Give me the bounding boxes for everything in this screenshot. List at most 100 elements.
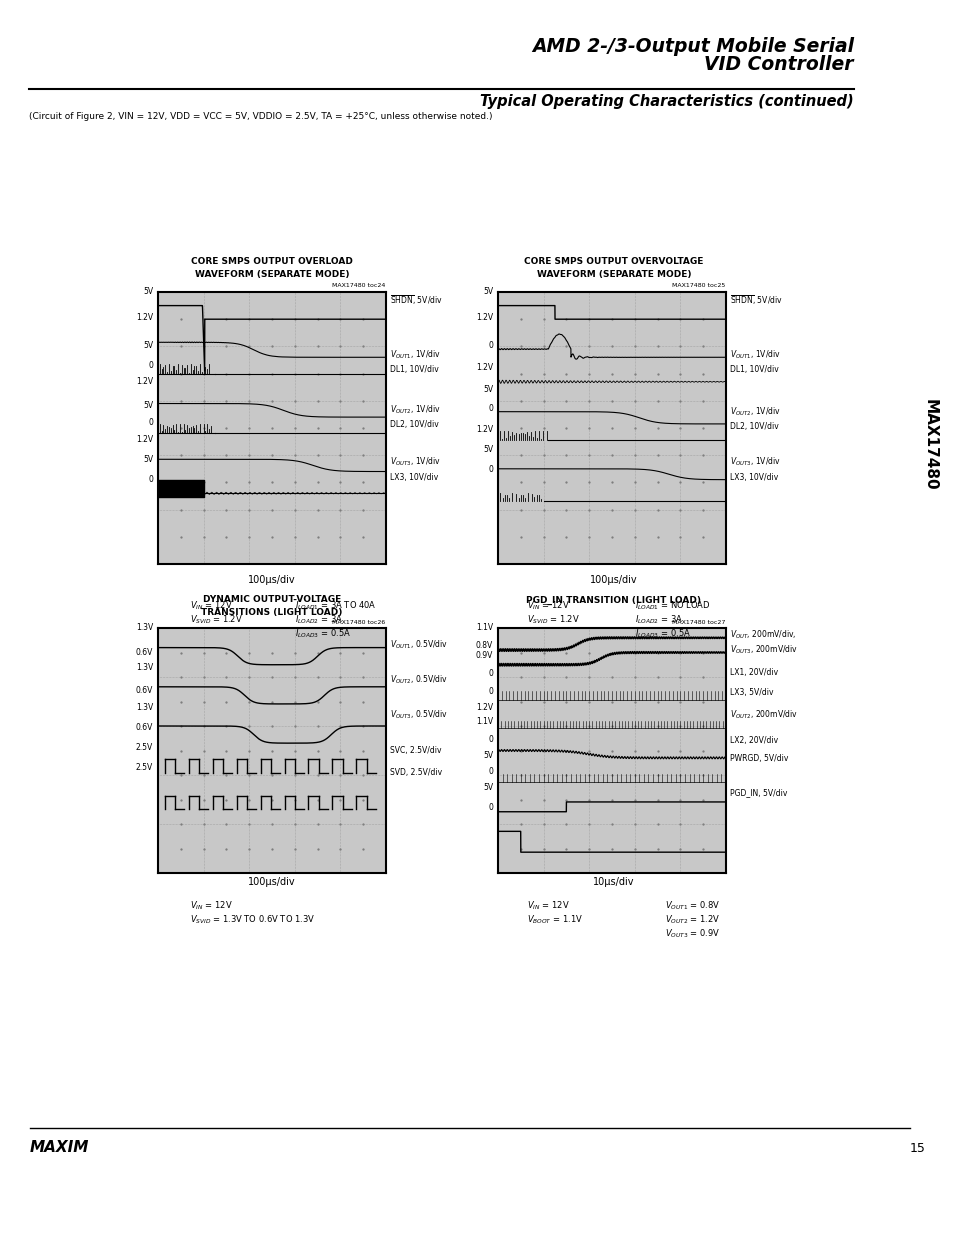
Text: 1.2V: 1.2V — [135, 314, 152, 322]
Text: $V_{OUT1}$ = 0.8V: $V_{OUT1}$ = 0.8V — [664, 900, 720, 913]
Text: SVD, 2.5V/div: SVD, 2.5V/div — [390, 767, 441, 777]
Text: 0.9V: 0.9V — [476, 651, 493, 659]
Text: 0: 0 — [488, 688, 493, 697]
Text: 0.6V: 0.6V — [135, 685, 152, 694]
Text: LX3, 10V/div: LX3, 10V/div — [729, 473, 778, 483]
Text: 1.3V: 1.3V — [135, 663, 152, 673]
Text: $I_{LOAD1}$ = 3A TO 40A: $I_{LOAD1}$ = 3A TO 40A — [294, 600, 376, 613]
Text: $V_{OUT2}$, 1V/div: $V_{OUT2}$, 1V/div — [729, 406, 781, 419]
Text: 1.2V: 1.2V — [135, 436, 152, 445]
Text: $V_{IN}$ = 12V: $V_{IN}$ = 12V — [190, 900, 233, 913]
Text: 1.2V: 1.2V — [135, 378, 152, 387]
Text: $V_{IN}$ = 12V: $V_{IN}$ = 12V — [190, 600, 233, 613]
Text: $V_{OUT2}$, 200mV/div: $V_{OUT2}$, 200mV/div — [729, 709, 798, 721]
Text: 0: 0 — [148, 417, 152, 426]
Text: $I_{LOAD2}$ = 3A: $I_{LOAD2}$ = 3A — [635, 614, 682, 626]
Text: 0: 0 — [488, 404, 493, 412]
Text: 1.1V: 1.1V — [476, 718, 493, 726]
Text: $V_{SVID}$ = 1.2V: $V_{SVID}$ = 1.2V — [190, 614, 242, 626]
Text: 5V: 5V — [143, 341, 152, 350]
Text: MAX17480 toc26: MAX17480 toc26 — [332, 620, 385, 625]
Text: 0.6V: 0.6V — [135, 724, 152, 732]
Text: LX2, 20V/div: LX2, 20V/div — [729, 736, 778, 745]
Text: 100μs/div: 100μs/div — [590, 576, 638, 585]
Text: 0: 0 — [488, 668, 493, 678]
Text: MAXIM: MAXIM — [30, 1140, 90, 1156]
Text: $V_{SVID}$ = 1.3V TO 0.6V TO 1.3V: $V_{SVID}$ = 1.3V TO 0.6V TO 1.3V — [190, 914, 314, 926]
Text: 1.3V: 1.3V — [135, 624, 152, 632]
Text: $V_{OUT3}$, 1V/div: $V_{OUT3}$, 1V/div — [390, 456, 440, 468]
Text: WAVEFORM (SEPARATE MODE): WAVEFORM (SEPARATE MODE) — [537, 270, 691, 279]
Text: CORE SMPS OUTPUT OVERLOAD: CORE SMPS OUTPUT OVERLOAD — [191, 258, 353, 267]
Text: DYNAMIC OUTPUT-VOLTAGE: DYNAMIC OUTPUT-VOLTAGE — [203, 595, 341, 604]
Text: 1.2V: 1.2V — [476, 704, 493, 713]
Text: $V_{OUT1}$, 1V/div: $V_{OUT1}$, 1V/div — [729, 348, 781, 362]
Text: PWRGD, 5V/div: PWRGD, 5V/div — [729, 753, 787, 762]
Text: 0: 0 — [488, 804, 493, 813]
Text: DL1, 10V/div: DL1, 10V/div — [390, 366, 438, 374]
Text: 0.6V: 0.6V — [135, 647, 152, 657]
Text: CORE SMPS OUTPUT OVERVOLTAGE: CORE SMPS OUTPUT OVERVOLTAGE — [524, 258, 703, 267]
Text: MAX17480: MAX17480 — [922, 399, 937, 490]
Text: 15: 15 — [909, 1141, 925, 1155]
Text: $V_{OUT3}$, 200mV/div: $V_{OUT3}$, 200mV/div — [729, 643, 798, 656]
Text: $\overline{\rm SHDN}$, 5V/div: $\overline{\rm SHDN}$, 5V/div — [390, 293, 442, 308]
Text: 5V: 5V — [482, 751, 493, 760]
Text: $I_{LOAD1}$ = NO LOAD: $I_{LOAD1}$ = NO LOAD — [635, 600, 710, 613]
Text: $V_{OUT2}$, 1V/div: $V_{OUT2}$, 1V/div — [390, 404, 440, 416]
Text: $V_{OUT3}$ = 0.9V: $V_{OUT3}$ = 0.9V — [664, 927, 720, 940]
Text: 100μs/div: 100μs/div — [248, 576, 295, 585]
Text: 0: 0 — [148, 475, 152, 484]
Text: $V_{BOOT}$ = 1.1V: $V_{BOOT}$ = 1.1V — [526, 914, 582, 926]
Text: $V_{IN}$ = 12V: $V_{IN}$ = 12V — [526, 600, 569, 613]
Text: 5V: 5V — [143, 456, 152, 464]
Text: 5V: 5V — [482, 288, 493, 296]
Text: 1.2V: 1.2V — [476, 363, 493, 373]
Text: 5V: 5V — [482, 783, 493, 792]
Text: 1.1V: 1.1V — [476, 624, 493, 632]
Text: AMD 2-/3-Output Mobile Serial: AMD 2-/3-Output Mobile Serial — [531, 37, 853, 57]
Text: 100μs/div: 100μs/div — [248, 877, 295, 887]
Text: $V_{OUT2}$ = 1.2V: $V_{OUT2}$ = 1.2V — [664, 914, 720, 926]
Text: $V_{OUT1}$, 1V/div: $V_{OUT1}$, 1V/div — [390, 348, 440, 362]
Text: DL2, 10V/div: DL2, 10V/div — [729, 422, 778, 431]
Text: $V_{OUT3}$, 0.5V/div: $V_{OUT3}$, 0.5V/div — [390, 709, 448, 721]
Text: $I_{LOAD3}$ = 0.5A: $I_{LOAD3}$ = 0.5A — [635, 627, 690, 640]
Text: 5V: 5V — [143, 400, 152, 410]
Text: $V_{OUT1}$, 0.5V/div: $V_{OUT1}$, 0.5V/div — [390, 638, 448, 651]
Text: TRANSITIONS (LIGHT LOAD): TRANSITIONS (LIGHT LOAD) — [201, 609, 342, 618]
Text: 5V: 5V — [482, 385, 493, 394]
Text: $I_{LOAD2}$ = 3A: $I_{LOAD2}$ = 3A — [294, 614, 343, 626]
Text: 0: 0 — [488, 466, 493, 474]
Text: 1.2V: 1.2V — [476, 426, 493, 435]
Text: SVC, 2.5V/div: SVC, 2.5V/div — [390, 746, 441, 755]
Text: 5V: 5V — [482, 446, 493, 454]
Text: 0: 0 — [148, 361, 152, 369]
Text: 2.5V: 2.5V — [135, 743, 152, 752]
Text: $V_{SVID}$ = 1.2V: $V_{SVID}$ = 1.2V — [526, 614, 579, 626]
Text: 0.8V: 0.8V — [476, 641, 493, 650]
Text: $V_{IN}$ = 12V: $V_{IN}$ = 12V — [526, 900, 569, 913]
Text: $V_{OUT2}$, 0.5V/div: $V_{OUT2}$, 0.5V/div — [390, 674, 448, 687]
Text: $\overline{\rm SHDN}$, 5V/div: $\overline{\rm SHDN}$, 5V/div — [729, 293, 782, 308]
Text: LX3, 5V/div: LX3, 5V/div — [729, 688, 773, 697]
Text: 0: 0 — [488, 341, 493, 350]
Text: (Circuit of Figure 2, VIN = 12V, VDD = VCC = 5V, VDDIO = 2.5V, TA = +25°C, unles: (Circuit of Figure 2, VIN = 12V, VDD = V… — [29, 111, 492, 121]
Text: 0: 0 — [488, 767, 493, 777]
Text: 5V: 5V — [143, 288, 152, 296]
Text: 1.3V: 1.3V — [135, 703, 152, 711]
Text: MAX17480 toc25: MAX17480 toc25 — [671, 283, 724, 288]
Text: MAX17480 toc24: MAX17480 toc24 — [332, 283, 385, 288]
Text: LX3, 10V/div: LX3, 10V/div — [390, 473, 437, 483]
Text: 10μs/div: 10μs/div — [593, 877, 634, 887]
Text: VID Controller: VID Controller — [703, 54, 853, 74]
Text: 0: 0 — [488, 736, 493, 745]
Text: 1.2V: 1.2V — [476, 314, 493, 322]
Text: Typical Operating Characteristics (continued): Typical Operating Characteristics (conti… — [479, 94, 853, 109]
Text: $I_{LOAD3}$ = 0.5A: $I_{LOAD3}$ = 0.5A — [294, 627, 351, 640]
Text: DL1, 10V/div: DL1, 10V/div — [729, 366, 778, 374]
Text: WAVEFORM (SEPARATE MODE): WAVEFORM (SEPARATE MODE) — [194, 270, 349, 279]
Text: PGD_IN TRANSITION (LIGHT LOAD): PGD_IN TRANSITION (LIGHT LOAD) — [526, 595, 700, 605]
Text: $V_{OUT3}$, 1V/div: $V_{OUT3}$, 1V/div — [729, 456, 781, 468]
Text: 2.5V: 2.5V — [135, 763, 152, 773]
